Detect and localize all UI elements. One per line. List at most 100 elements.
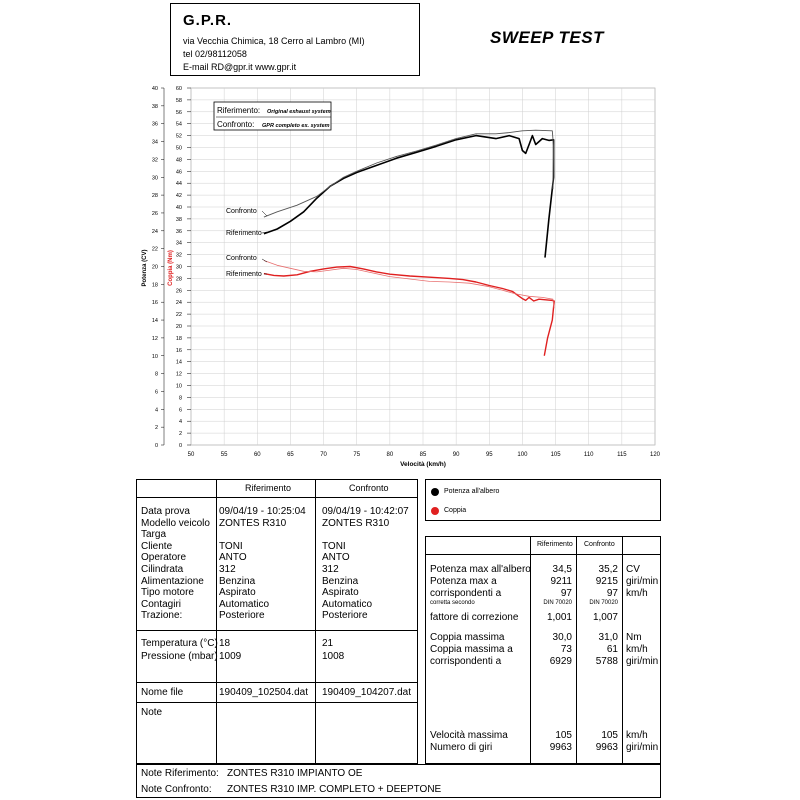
right-tick-label: 0 <box>179 443 182 449</box>
right-tick-label: 18 <box>176 336 182 342</box>
left-row-ref: ZONTES R310 <box>219 517 287 529</box>
right-tick-label: 12 <box>176 372 182 378</box>
power-tick-label: 8 <box>155 372 158 378</box>
right-tick-label: 36 <box>176 229 182 235</box>
left-info-table: Riferimento Confronto Data prova 09/04/19… <box>136 479 418 764</box>
power-tick-label: 24 <box>152 229 158 235</box>
x-tick-label: 110 <box>584 452 594 458</box>
right-tick-label: 44 <box>176 181 182 187</box>
stat-unit: giri/min <box>626 656 659 667</box>
left-col-conf: Confronto <box>349 483 389 493</box>
right-tick-label: 6 <box>179 407 182 413</box>
left-row-conf: ANTO <box>322 552 350 564</box>
stat-conf: 31,0 <box>598 632 618 643</box>
x-tick-label: 70 <box>320 452 327 458</box>
right-tick-label: 2 <box>179 431 182 437</box>
left-row-label: Tipo motore <box>141 587 194 599</box>
stat-unit: giri/min <box>626 742 659 753</box>
left-row-conf: Aspirato <box>322 587 359 599</box>
torque-dot-icon <box>431 507 439 515</box>
right-tick-label: 52 <box>176 134 182 140</box>
legend-torque: Coppia <box>444 507 467 514</box>
power-tick-label: 6 <box>155 389 158 395</box>
env-row-conf: 1008 <box>322 651 345 662</box>
stat-ref: 9211 <box>550 576 572 587</box>
legend-box <box>213 101 332 131</box>
legend-confronto-label: Confronto: <box>217 120 254 129</box>
right-tick-label: 24 <box>176 300 182 306</box>
x-tick-label: 115 <box>617 452 627 458</box>
power-tick-label: 36 <box>152 122 158 128</box>
stat-label: Potenza max all'albero <box>430 564 531 575</box>
right-col-conf: Confronto <box>584 541 615 548</box>
left-row-ref: 312 <box>219 564 236 575</box>
x-tick-label: 80 <box>387 452 394 458</box>
left-row-label: Data prova <box>141 506 190 517</box>
stat-unit: giri/min <box>626 576 659 587</box>
left-col-ref: Riferimento <box>245 483 292 493</box>
legend-riferimento-desc: Original exhaust system <box>267 109 331 115</box>
series-torque-confronto <box>263 260 555 309</box>
note-label: Note <box>141 707 163 718</box>
power-tick-label: 10 <box>152 354 158 360</box>
power-tick-label: 22 <box>152 247 158 253</box>
stat-label: Numero di giri <box>430 742 493 753</box>
chart-labels: Confronto Riferimento Confronto Riferimento <box>226 208 268 278</box>
power-tick-label: 40 <box>152 86 158 92</box>
left-row-label: Contagiri <box>141 598 182 610</box>
left-row-conf: 312 <box>322 564 339 575</box>
right-tick-label: 58 <box>176 98 182 104</box>
left-row-conf: 09/04/19 - 10:42:07 <box>322 506 409 517</box>
right-tick-label: 14 <box>176 360 182 366</box>
power-tick-label: 20 <box>152 265 158 271</box>
right-tick-label: 42 <box>176 193 182 199</box>
power-tick-label: 32 <box>152 157 158 163</box>
x-tick-label: 60 <box>254 452 261 458</box>
y-axis-torque-label: Coppia (Nm) <box>168 250 174 286</box>
company-address: via Vecchia Chimica, 18 Cerro al Lambro … <box>183 36 365 46</box>
file-ref: 190409_102504.dat <box>219 687 308 698</box>
stat-conf: 35,2 <box>598 564 618 575</box>
left-row-label: Targa <box>141 529 167 541</box>
right-tick-label: 26 <box>176 288 182 294</box>
right-tick-label: 38 <box>176 217 182 223</box>
stat-ref: 73 <box>560 644 572 655</box>
left-row-label: Alimentazione <box>141 575 204 587</box>
series-power-confronto <box>263 129 555 218</box>
series-label-riferimento_torque: Riferimento <box>226 271 262 278</box>
left-row-label: Operatore <box>141 552 187 564</box>
left-row-ref: TONI <box>219 540 243 552</box>
stat-conf: 9215 <box>595 576 618 587</box>
left-row-label: Cliente <box>141 540 173 552</box>
power-tick-label: 30 <box>152 175 158 181</box>
stat-unit: km/h <box>626 588 648 599</box>
note-conf-label: Note Confronto: <box>141 784 212 795</box>
power-tick-label: 2 <box>155 425 158 431</box>
right-tick-label: 48 <box>176 157 182 163</box>
left-row-label: Modello veicolo <box>141 517 210 529</box>
stat-ref: 34,5 <box>552 564 572 575</box>
left-row-ref: Automatico <box>219 598 270 610</box>
x-tick-label: 100 <box>517 452 528 458</box>
power-tick-label: 38 <box>152 104 158 110</box>
power-tick-label: 14 <box>152 318 158 324</box>
x-tick-label: 75 <box>353 452 360 458</box>
stat-conf: 97 <box>606 588 618 599</box>
right-tick-label: 4 <box>179 419 182 425</box>
stat-ref: 97 <box>560 588 572 599</box>
x-tick-label: 55 <box>221 452 228 458</box>
chart-grid <box>190 87 656 446</box>
note-conf-value: ZONTES R310 IMP. COMPLETO + DEEPTONE <box>227 784 442 795</box>
x-tick-label: 90 <box>453 452 460 458</box>
series-label-confronto_torque: Confronto <box>226 255 257 262</box>
stat-ref: 1,001 <box>546 612 572 623</box>
right-tick-label: 10 <box>176 384 182 390</box>
power-tick-label: 34 <box>152 140 158 146</box>
stat-ref: 9963 <box>549 742 572 753</box>
right-tick-label: 34 <box>176 241 182 247</box>
legend-power: Potenza all'albero <box>444 488 500 495</box>
stat-label: Velocità massima <box>430 730 508 741</box>
stat-label: corretta secondo <box>430 600 475 606</box>
x-tick-label: 50 <box>188 452 195 458</box>
